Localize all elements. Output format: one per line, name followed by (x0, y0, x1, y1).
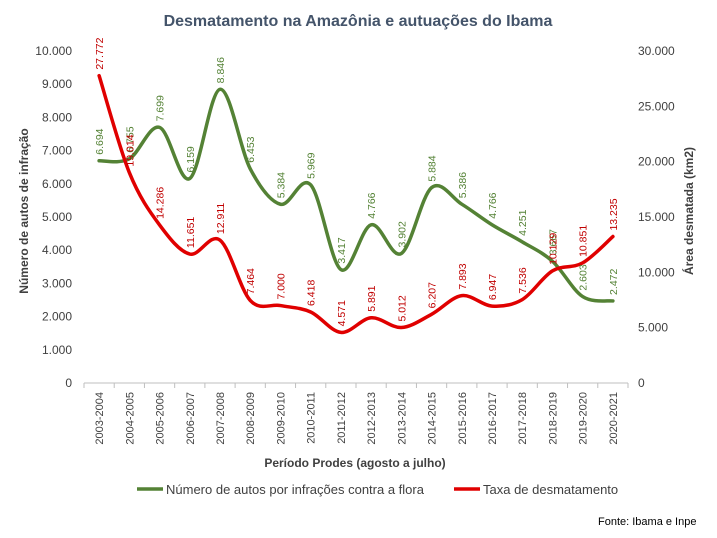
y-left-tick-label: 4.000 (42, 243, 72, 257)
y-left-tick-label: 8.000 (42, 110, 72, 124)
data-label-taxa: 11.651 (185, 217, 197, 248)
y-left-tick-label: 10.000 (35, 44, 72, 58)
x-tick-label: 2018-2019 (547, 392, 559, 445)
data-label-taxa: 6.947 (487, 274, 499, 300)
data-label-autos: 3.417 (336, 237, 348, 263)
data-label-autos: 4.766 (487, 192, 499, 218)
data-label-autos: 5.386 (457, 172, 469, 198)
x-tick-label: 2010-2011 (306, 392, 318, 444)
data-label-autos: 3.902 (396, 221, 408, 247)
source-note: Fonte: Ibama e Inpe (598, 516, 696, 528)
y-axis-right-title: Área desmatada (km2) (681, 147, 696, 275)
y-left-tick-label: 3.000 (42, 276, 72, 290)
x-tick-label: 2009-2010 (275, 392, 287, 445)
x-tick-label: 2006-2007 (185, 392, 197, 445)
y-axis-left-title: Número de autos de infração (17, 128, 31, 293)
x-tick-label: 2004-2005 (124, 392, 136, 445)
data-label-autos: 6.694 (94, 128, 106, 154)
y-right-tick-label: 30.000 (638, 44, 675, 58)
data-label-autos: 6.159 (185, 146, 197, 172)
x-axis-title: Período Prodes (agosto a julho) (264, 456, 445, 470)
x-tick-label: 2019-2020 (578, 392, 590, 445)
data-label-taxa: 14.286 (155, 187, 167, 219)
x-tick-label: 2013-2014 (396, 392, 408, 445)
y-right-tick-label: 20.000 (638, 155, 675, 169)
data-label-autos: 7.699 (155, 95, 167, 121)
y-left-tick-label: 5.000 (42, 210, 72, 224)
data-label-autos: 2.603 (578, 264, 590, 290)
data-label-taxa: 13.235 (608, 198, 620, 230)
data-label-taxa: 5.891 (366, 285, 378, 311)
axes-layer: 0 1.000 2.000 3.000 4.000 5.000 6.000 7.000 8.00… (35, 44, 675, 445)
data-label-taxa: 19.014 (124, 134, 136, 166)
x-tick-label: 2005-2006 (155, 392, 167, 445)
data-label-autos: 5.969 (306, 152, 318, 178)
data-label-taxa: 7.536 (517, 267, 529, 293)
data-label-taxa: 7.464 (245, 268, 257, 294)
y-right-tick-label: 25.000 (638, 99, 675, 113)
data-labels: 6.694 6.755 7.699 6.159 8.846 6.453 5.384 5.969… (94, 37, 620, 326)
data-label-taxa: 4.571 (336, 300, 348, 326)
data-label-taxa: 27.772 (94, 37, 106, 69)
x-tick-label: 2017-2018 (517, 392, 529, 445)
data-label-taxa: 6.418 (306, 280, 318, 306)
y-right-tick-label: 10.000 (638, 265, 675, 279)
data-label-taxa: 5.012 (396, 295, 408, 321)
data-label-taxa: 7.000 (275, 273, 287, 299)
x-tick-label: 2015-2016 (457, 392, 469, 445)
y-left-tick-label: 7.000 (42, 144, 72, 158)
y-right-tick-label: 15.000 (638, 210, 675, 224)
data-label-taxa: 10.851 (578, 225, 590, 257)
data-label-autos: 8.846 (215, 57, 227, 83)
legend: Número de autos por infrações contra a f… (137, 482, 618, 497)
y-right-tick-label: 5.000 (638, 321, 668, 335)
data-label-taxa: 10.129 (547, 233, 559, 265)
data-label-autos: 2.472 (608, 268, 620, 294)
y-left-tick-label: 0 (65, 376, 72, 390)
x-tick-label: 2014-2015 (427, 392, 439, 445)
y-left-tick-label: 1.000 (42, 343, 72, 357)
data-label-taxa: 7.893 (457, 263, 469, 289)
data-label-autos: 5.884 (427, 155, 439, 181)
x-tick-label: 2012-2013 (366, 392, 378, 445)
legend-label-autos: Número de autos por infrações contra a f… (166, 482, 425, 497)
x-tick-label: 2016-2017 (487, 392, 499, 445)
data-label-taxa: 12.911 (215, 203, 227, 234)
data-label-autos: 6.453 (245, 136, 257, 162)
series-lines (97, 73, 615, 335)
series-line-taxa (97, 73, 615, 335)
data-label-autos: 4.766 (366, 192, 378, 218)
y-right-tick-label: 0 (638, 376, 645, 390)
x-tick-label: 2003-2004 (94, 392, 106, 445)
series-line-autos (97, 87, 615, 303)
data-label-autos: 6.755 (124, 126, 136, 152)
data-label-taxa: 6.207 (427, 282, 439, 308)
y-left-tick-label: 6.000 (42, 177, 72, 191)
y-left-tick-label: 9.000 (42, 77, 72, 91)
chart-title: Desmatamento na Amazônia e autuações do … (164, 13, 553, 30)
x-tick-label: 2007-2008 (215, 392, 227, 445)
x-tick-label: 2008-2009 (245, 392, 257, 445)
x-tick-label: 2020-2021 (608, 392, 620, 445)
legend-label-taxa: Taxa de desmatamento (483, 482, 618, 497)
x-tick-label: 2011-2012 (336, 392, 348, 444)
y-left-tick-label: 2.000 (42, 310, 72, 324)
data-label-autos: 4.251 (517, 209, 529, 235)
data-label-autos: 5.384 (275, 172, 287, 198)
data-label-autos: 3.667 (547, 229, 559, 255)
